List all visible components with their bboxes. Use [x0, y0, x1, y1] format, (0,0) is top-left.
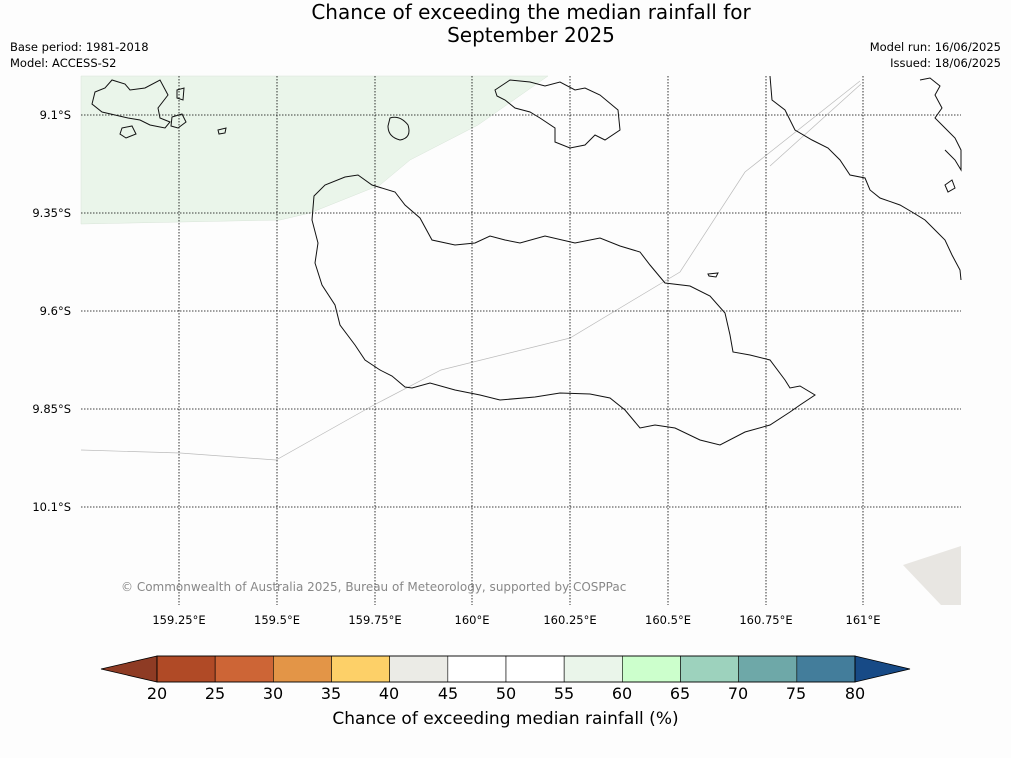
lon-label: 160.5°E [645, 613, 691, 627]
meta-left: Base period: 1981-2018 Model: ACCESS-S2 [10, 39, 149, 71]
colorbar-tick-label: 70 [727, 684, 749, 703]
lat-label: 9.35°S [32, 206, 71, 220]
probability-region [80, 75, 549, 225]
lon-label: 159.5°E [254, 613, 300, 627]
boundary-lines [80, 80, 862, 461]
lon-label: 161°E [845, 613, 881, 627]
colorbar-tick-label: 75 [785, 684, 807, 703]
model-name: Model: ACCESS-S2 [10, 56, 117, 70]
colorbar-segment [447, 655, 507, 683]
colorbar-title: Chance of exceeding median rainfall (%) [332, 709, 679, 729]
base-period: Base period: 1981-2018 [10, 40, 149, 54]
colorbar-segment [389, 655, 449, 683]
lon-label: 159.75°E [348, 613, 402, 627]
colorbar-frame [156, 655, 856, 683]
colorbar-segment [331, 655, 390, 683]
colorbar-segment [156, 655, 216, 683]
corner-region [903, 546, 961, 605]
lat-label: 9.1°S [39, 108, 71, 122]
colorbar-segment [680, 655, 739, 683]
colorbar [100, 655, 911, 683]
lat-label: 9.6°S [39, 304, 71, 318]
colorbar-segments [156, 655, 856, 683]
lon-label: 160°E [454, 613, 490, 627]
colorbar-tick-label: 55 [553, 684, 575, 703]
colorbar-segment [622, 655, 681, 683]
colorbar-tick-label: 60 [611, 684, 633, 703]
colorbar-tick-label: 65 [669, 684, 691, 703]
issued-date: Issued: 18/06/2025 [890, 56, 1001, 70]
lon-label: 159.25°E [152, 613, 206, 627]
colorbar-tick-label: 45 [437, 684, 459, 703]
guadalcanal-coast [311, 174, 816, 446]
lat-label: 10.1°S [32, 500, 71, 514]
colorbar-under-arrow [100, 655, 158, 683]
colorbar-segment [273, 655, 332, 683]
colorbar-segment [505, 655, 565, 683]
copyright-text: © Commonwealth of Australia 2025, Bureau… [121, 580, 627, 594]
colorbar-tick-label: 25 [204, 684, 226, 703]
colorbar-tick-label: 30 [262, 684, 284, 703]
map-title-line2: September 2025 [447, 23, 615, 47]
colorbar-tick-label: 20 [146, 684, 168, 703]
colorbar-tick-label: 50 [495, 684, 517, 703]
map-title-line1: Chance of exceeding the median rainfall … [311, 0, 751, 24]
colorbar-over-arrow [854, 655, 911, 683]
coastlines [91, 75, 962, 446]
graticule [81, 76, 961, 605]
lon-label: 160.75°E [739, 613, 793, 627]
colorbar-segment [214, 655, 274, 683]
colorbar-segment [738, 655, 798, 683]
colorbar-tick-label: 80 [844, 684, 866, 703]
colorbar-segment [563, 655, 623, 683]
lon-label: 160.25°E [543, 613, 597, 627]
model-run: Model run: 16/06/2025 [869, 40, 1001, 54]
meta-right: Model run: 16/06/2025 Issued: 18/06/2025 [870, 39, 1001, 71]
colorbar-tick-label: 35 [320, 684, 342, 703]
lat-label: 9.85°S [32, 402, 71, 416]
colorbar-segment [796, 655, 856, 683]
colorbar-tick-label: 40 [378, 684, 400, 703]
